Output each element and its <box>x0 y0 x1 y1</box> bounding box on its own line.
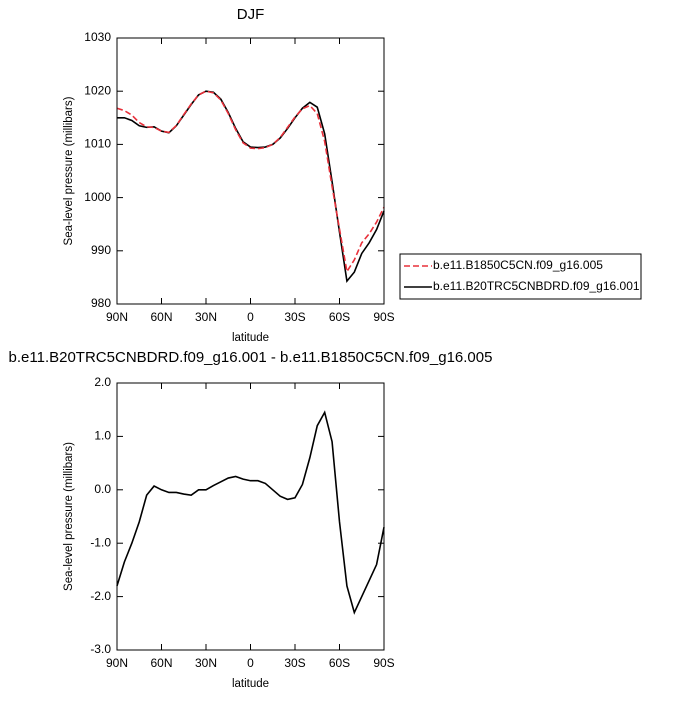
x-tick-label: 30S <box>284 656 305 670</box>
y-tick-label: 1030 <box>84 30 111 44</box>
x-tick-label: 90N <box>106 656 128 670</box>
y-tick-label: 990 <box>91 243 111 257</box>
x-tick-label: 30N <box>195 310 217 324</box>
x-tick-label: 0 <box>247 310 254 324</box>
chart-title: b.e11.B20TRC5CNBDRD.f09_g16.001 - b.e11.… <box>9 349 493 366</box>
data-line <box>116 90 385 274</box>
x-tick-label: 30N <box>195 656 217 670</box>
legend-label: b.e11.B1850C5CN.f09_g16.005 <box>433 258 603 272</box>
legend-box <box>399 253 642 300</box>
y-tick-label: -3.0 <box>90 642 111 656</box>
x-tick-label: 90S <box>373 310 394 324</box>
x-axis-label: latitude <box>232 332 269 344</box>
x-tick-label: 60S <box>329 656 350 670</box>
legend-label: b.e11.B20TRC5CNBDRD.f09_g16.001 <box>433 279 640 293</box>
x-tick-label: 60N <box>150 656 172 670</box>
x-tick-label: 90N <box>106 310 128 324</box>
y-tick-label: 1020 <box>84 83 111 97</box>
plot-frame <box>116 382 385 651</box>
x-axis-label: latitude <box>232 678 269 690</box>
y-tick-label: 2.0 <box>94 375 111 389</box>
y-tick-label: -2.0 <box>90 589 111 603</box>
data-line <box>117 90 385 284</box>
y-tick-label: 1010 <box>84 137 111 151</box>
y-tick-label: 0.0 <box>94 482 111 496</box>
y-tick-label: 1000 <box>84 190 111 204</box>
x-tick-label: 90S <box>373 656 394 670</box>
y-tick-label: -1.0 <box>90 535 111 549</box>
x-tick-label: 30S <box>284 310 305 324</box>
x-tick-label: 0 <box>247 656 254 670</box>
y-axis-label: Sea-level pressure (millibars) <box>63 442 75 591</box>
y-axis-label: Sea-level pressure (millibars) <box>63 96 75 245</box>
x-tick-label: 60N <box>150 310 172 324</box>
y-tick-label: 980 <box>91 296 111 310</box>
x-tick-label: 60S <box>329 310 350 324</box>
y-tick-label: 1.0 <box>94 429 111 443</box>
data-line <box>116 410 385 615</box>
chart-title: DJF <box>237 6 265 23</box>
